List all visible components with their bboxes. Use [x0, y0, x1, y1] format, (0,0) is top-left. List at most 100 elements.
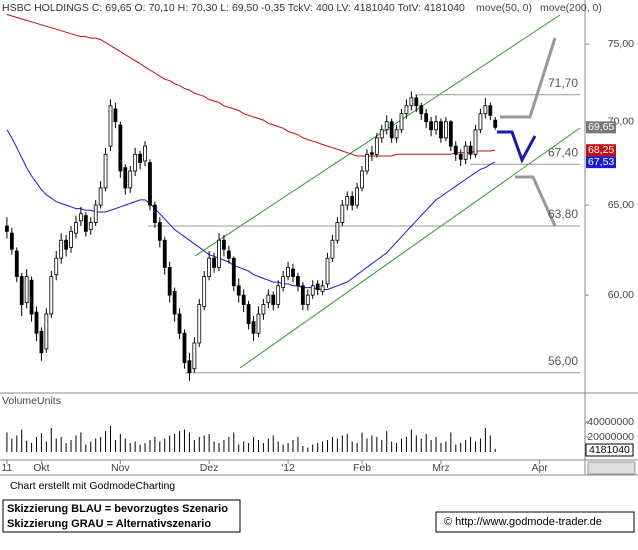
candle-body — [133, 153, 138, 172]
candle-body — [231, 257, 236, 287]
toolbar — [587, 461, 636, 475]
candle-body — [143, 145, 147, 162]
candle-body — [93, 204, 98, 223]
frame — [0, 0, 638, 476]
candle-body — [69, 230, 73, 248]
y-tick-label: 65,00 — [608, 199, 634, 211]
ma-label: 67,53 — [588, 156, 614, 168]
ma-label-box — [586, 144, 616, 157]
candle-body — [340, 204, 345, 223]
y-tick-label: 75,00 — [608, 38, 634, 50]
close-label: 69,65 — [588, 121, 614, 133]
blue-scenario — [497, 130, 537, 164]
candle-body — [192, 342, 197, 370]
candle-body — [325, 257, 330, 285]
level-label: 63,80 — [548, 207, 578, 221]
level-label: 56,00 — [548, 354, 578, 368]
note-box — [2, 499, 241, 533]
x-tick-label: Okt — [33, 462, 49, 474]
candle-body — [187, 360, 192, 374]
candle-body — [483, 105, 488, 115]
copyright-box — [435, 511, 635, 533]
candle-body — [266, 294, 271, 304]
level-label: 67,40 — [548, 145, 578, 159]
candle-body — [197, 304, 202, 344]
candle-body — [123, 167, 128, 189]
credit: Chart erstellt mit GodmodeCharting — [10, 480, 175, 492]
candle-body — [384, 121, 389, 131]
candle-body — [379, 129, 384, 139]
ma-label: 68,25 — [588, 144, 614, 156]
candle-body — [271, 294, 276, 305]
candle-body — [177, 313, 182, 334]
candle-body — [473, 129, 478, 155]
candle-body — [488, 105, 493, 116]
candle-body — [5, 225, 9, 232]
candle-body — [29, 279, 34, 315]
volume-tick-label: 20000000 — [587, 431, 634, 443]
x-tick-label: Nov — [111, 462, 130, 474]
candle-body — [88, 222, 93, 230]
level-label: 71,70 — [548, 76, 578, 90]
candle-body — [19, 276, 24, 305]
x-tick-label: Dez — [200, 462, 219, 474]
candle-body — [74, 222, 78, 234]
ma-label-box — [586, 156, 616, 169]
candle-body — [24, 276, 29, 304]
channel-line — [239, 127, 581, 369]
candle-body — [370, 152, 374, 155]
candle-body — [439, 121, 443, 139]
candle-body — [157, 222, 162, 241]
candle-body — [64, 239, 68, 250]
candle-body — [458, 153, 463, 160]
candle-body — [128, 170, 133, 189]
candle-body — [113, 108, 118, 123]
candle-body — [256, 313, 261, 334]
candle-body — [424, 113, 429, 123]
x-tick-label: Apr — [531, 462, 548, 474]
candle-body — [350, 196, 355, 206]
candle-body — [241, 294, 246, 305]
candle-body — [399, 113, 404, 131]
candle-body — [118, 124, 123, 172]
candle-body — [202, 276, 207, 307]
candle-body — [39, 330, 44, 354]
volume-label-box — [585, 443, 634, 457]
candle-body — [162, 239, 167, 268]
legend-entry: move(50, 0) — [476, 2, 532, 14]
candle-body — [103, 153, 108, 189]
candle-body — [236, 285, 241, 296]
ma-line — [6, 14, 496, 157]
candle-body — [345, 196, 350, 206]
candle-body — [14, 250, 19, 277]
candle-body — [448, 121, 453, 147]
candle-body — [49, 276, 54, 315]
volume-tick-label: 40000000 — [587, 416, 634, 428]
candle-body — [305, 294, 310, 305]
candle-body — [286, 266, 290, 277]
candle-body — [310, 285, 315, 296]
gray-scenario — [515, 175, 557, 227]
candle-body — [98, 187, 103, 206]
candle-body — [34, 311, 39, 334]
candle-body — [54, 257, 59, 276]
x-tick-label: Feb — [353, 462, 371, 474]
candle-body — [300, 285, 305, 305]
candle-body — [389, 121, 394, 139]
candle-body — [222, 239, 226, 250]
candle-body — [172, 290, 177, 315]
candle-body — [281, 276, 286, 289]
candle-body — [251, 321, 256, 334]
candle-body — [419, 105, 424, 115]
candle-body — [434, 121, 438, 131]
candle-body — [276, 285, 281, 305]
note: Skizzierung BLAU = bevorzugtes Szenario — [7, 503, 228, 515]
chart-title: HSBC HOLDINGS C: 69,65 O: 70,10 H: 70,30… — [2, 2, 465, 14]
candle-body — [444, 121, 448, 139]
candle-body — [291, 268, 295, 277]
candle-body — [226, 250, 231, 259]
candle-body — [59, 239, 64, 259]
copyright: © http://www.godmode-trader.de — [444, 516, 602, 528]
candle-body — [315, 283, 320, 290]
